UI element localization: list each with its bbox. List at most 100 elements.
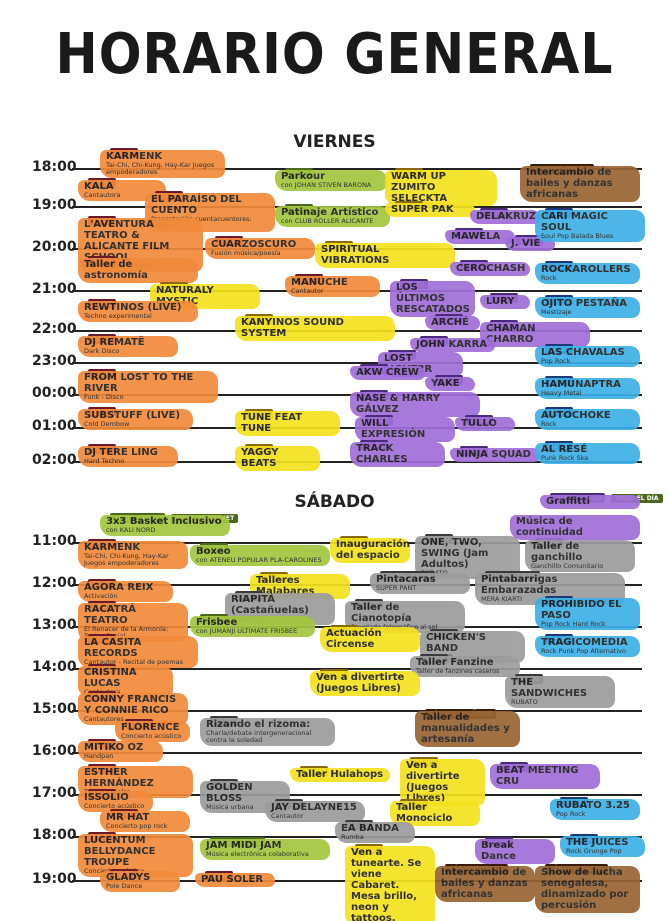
event: 15:00Rizando el rizoma:Charla/debate int… [200, 708, 335, 746]
event: 01:05TRACK CHARLES [350, 432, 445, 467]
event-title: SUBSTUFF (LIVE) [84, 410, 181, 421]
hour-label: 18:00 [32, 827, 77, 843]
event-head: 11:30 [250, 564, 350, 582]
event-block: LOS ÚLTIMOS RESCATADOS [390, 281, 475, 317]
event-title: MR HAT [106, 812, 150, 823]
event-head: 15:05 [115, 711, 190, 729]
event-head: SÁBADO TARDE [535, 856, 640, 874]
event-head: 16:00 [290, 758, 390, 776]
event: 00:25WILL EXPRESIÓN [355, 407, 455, 442]
event-head: 01:15 [450, 438, 540, 456]
event-title: CEROCHASH [456, 263, 526, 274]
event: 17:15Taller Monociclo [390, 791, 480, 826]
event-head: 17:30 [100, 140, 225, 158]
event-block: LURY [480, 295, 530, 309]
event-subtitle: Handpan [84, 752, 114, 760]
event-block: Ven a divertirte (Juegos Libres) [400, 759, 485, 806]
event-block: KALA Cantautora [78, 180, 166, 201]
event: 22:10JOHN KARRA [410, 328, 495, 352]
event-title: LAS CHAVALAS [541, 347, 625, 358]
event-title: FLORENCE [121, 722, 180, 733]
event-title: MITIKO OZ [84, 742, 144, 753]
event: 14:00Ven a divertirte (Juegos Libres) [310, 661, 420, 696]
hour-line [72, 668, 642, 670]
event-title: DJ REMATË [84, 337, 145, 348]
event-head: 21:20 [425, 306, 480, 324]
event-subtitle: Charla/debate intergeneracional contra l… [206, 729, 312, 744]
event-block: NINJA SQUAD [450, 448, 540, 462]
event: 18:00Break Dance [475, 829, 555, 864]
event-head: 11:45 [78, 571, 173, 589]
event-head: 18:00 [78, 170, 166, 188]
event-subtitle: Tai-Chi, Chi-Kung, Hay-Kar Juegos empode… [84, 552, 169, 567]
event: 11:00 - 14:00PintacarasSUPER PANT [370, 563, 470, 594]
event-block: TULLO [455, 417, 515, 431]
event-head: 23:00 [78, 361, 218, 379]
event-block: Taller de ganchillo Ganchillo Comunitario [525, 540, 635, 572]
event-head: 19:00 [535, 200, 645, 218]
event: 11:00Inauguración del espacio [330, 528, 410, 563]
event-head: 17:15 [390, 791, 480, 809]
event-head: VIERNES TARDE [520, 156, 640, 174]
event-title: CONNY FRANCIS Y CONNIE RICO [84, 694, 177, 716]
event-head: 00:25 [455, 407, 515, 425]
hour-label: 19:00 [32, 871, 77, 887]
event-title: Intercambio de bailes y danzas africanas [526, 167, 613, 200]
event-head: 17:50 [78, 824, 193, 842]
event-block: BEAT MEETING CRU [490, 764, 600, 789]
event-subtitle: Pole Dance [106, 882, 143, 890]
event-block: YAKE [425, 377, 475, 391]
event-head: 15:00 [200, 708, 335, 726]
event-subtitle: con JOHAN STIVEN BARONA [281, 181, 372, 189]
hour-line [72, 752, 642, 754]
event-block: Pintacaras SUPER PANT [370, 573, 470, 594]
event-subtitle: Concierto acústico [121, 732, 182, 740]
event-head: 23:50 [350, 382, 480, 400]
event-block: NASE & HARRY GÁLVEZ [350, 392, 480, 417]
event-head: 11:00 [78, 531, 188, 549]
hour-line [72, 710, 642, 712]
event-block: HAMUNAPTRA Heavy Metal [535, 378, 640, 399]
event-title: Taller de manualidades y artesanía [421, 712, 510, 745]
event-block: EA BANDA Rumba [335, 822, 415, 843]
event: 20:15CEROCHASH [450, 252, 530, 276]
event-head: 16:00 [400, 749, 485, 767]
event-title: CARI MAGIC SOUL [541, 211, 608, 233]
event-head: 11:00 [330, 528, 410, 546]
event-title: ÁGORA REIX [84, 582, 154, 593]
event-head: 21:45 [480, 312, 590, 330]
event-title: Frisbee [196, 617, 238, 628]
event: 20:00ROCKAROLLERSRock [535, 253, 640, 284]
event: 17:30KARMENKTai-Chi, Chi-Kung, Hay-Kar J… [100, 140, 225, 178]
event-head: 01:30 [78, 436, 178, 454]
event-block: DJ REMATË Dark Disco [78, 336, 178, 357]
event-title: DJ TERE LING [84, 447, 158, 458]
hour-label: 15:00 [32, 701, 77, 717]
event-head: 12:25 [78, 593, 188, 611]
event-block: Música de continuidad [510, 515, 640, 540]
event-title: Ven a divertirte (Juegos Libres) [316, 672, 405, 694]
event-title: NASE & HARRY GÁLVEZ [356, 393, 441, 415]
event-title: TULLO [461, 418, 497, 429]
event-head: 13:00 [420, 621, 525, 639]
event-block: Taller de astronomía [78, 258, 198, 283]
event-subtitle: con CLUB ROLLER ALICANTE [281, 217, 374, 225]
hour-label: 00:00 [32, 385, 77, 401]
event-block: ROCKAROLLERS Rock [535, 263, 640, 284]
hour-label: 23:00 [32, 353, 77, 369]
event-block: Frisbee con JUMANJI ULTIMATE FRISBEE [190, 616, 315, 637]
event-subtitle: Mestizaje [541, 308, 572, 316]
event-head: 11:00 [415, 526, 520, 544]
event-block: Boxeo con ATENEU POPULAR PLA-CAROLINES [190, 545, 330, 566]
event-block: PROHIBIDO EL PASO Pop Rock Hard Rock [535, 598, 640, 630]
event: 20:15MANUCHECantautor [285, 266, 380, 297]
event: SÁBADO MAÑANATaller de manualidades y ar… [415, 701, 520, 747]
event-title: GOLDEN BLOSS [206, 782, 253, 804]
